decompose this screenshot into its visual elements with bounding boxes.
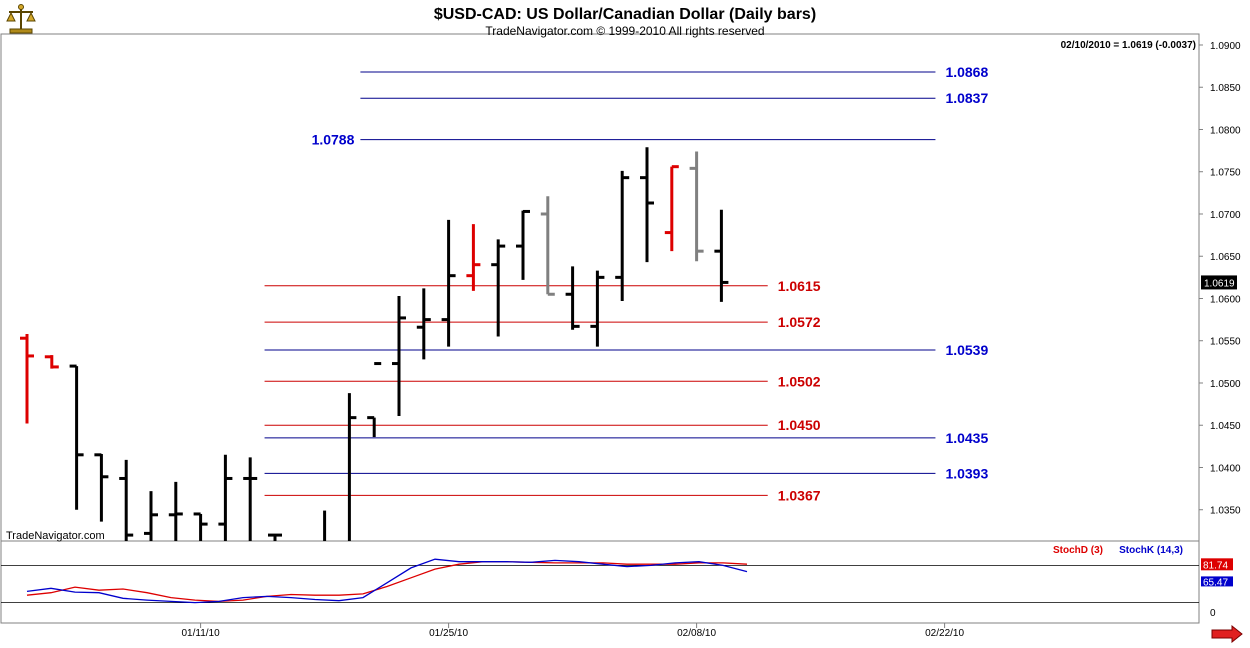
price-tick-label: 1.0900 [1210, 41, 1241, 52]
level-label-1.0615: 1.0615 [778, 278, 821, 294]
ohlc-bar [491, 239, 506, 337]
current-price-tag [1201, 275, 1237, 290]
price-tick-label: 1.0650 [1210, 252, 1241, 263]
ohlc-bar [367, 362, 382, 438]
ohlc-bar [689, 151, 704, 262]
bars-layer [20, 147, 729, 541]
level-label-1.0788: 1.0788 [312, 132, 355, 148]
time-tick-label: 01/11/10 [182, 628, 221, 639]
stochk-value-label: 65.47 [1203, 577, 1228, 588]
ohlc-bar [44, 355, 59, 369]
ohlc-bar [416, 288, 431, 360]
scales-logo-icon [6, 4, 36, 34]
time-tick-label: 01/25/10 [429, 628, 468, 639]
level-label-1.0539: 1.0539 [945, 342, 988, 358]
ohlc-bar [392, 295, 406, 416]
time-tick-label: 02/08/10 [677, 628, 716, 639]
stoch-axis-label: 0 [1210, 608, 1216, 619]
ohlc-bar [565, 266, 580, 330]
level-label-1.0837: 1.0837 [945, 90, 988, 106]
ohlc-bar [193, 512, 208, 541]
ohlc-bar [119, 459, 134, 541]
stochk-line [26, 558, 748, 604]
chart-title: $USD-CAD: US Dollar/Canadian Dollar (Dai… [434, 6, 816, 23]
ohlc-bar [268, 533, 282, 541]
price-tick-label: 1.0450 [1210, 421, 1241, 432]
ohlc-bar [94, 453, 109, 522]
price-tick-label: 1.0350 [1210, 506, 1241, 517]
stochd-value-label: 81.74 [1203, 560, 1228, 571]
stochd-legend: StochD (3) [1053, 545, 1103, 556]
price-tick-label: 1.0550 [1210, 337, 1241, 348]
stochastic-layer: StochD (3) StochK (14,3) 81.74 65.47 0 [1, 545, 1233, 619]
watermark-text: TradeNavigator.com [6, 530, 105, 542]
level-label-1.0450: 1.0450 [778, 417, 821, 433]
price-tick-label: 1.0850 [1210, 83, 1241, 94]
level-label-1.0502: 1.0502 [778, 373, 821, 389]
ohlc-bar [540, 196, 555, 296]
ohlc-bar [590, 270, 605, 347]
ohlc-bar [640, 147, 654, 263]
ohlc-bar [323, 510, 327, 541]
stochd-value-tag [1201, 558, 1233, 571]
ohlc-bar [516, 209, 530, 280]
last-quote-label: 02/10/2010 = 1.0619 (-0.0037) [1061, 40, 1196, 51]
level-label-1.0393: 1.0393 [945, 465, 988, 481]
chart-subtitle: TradeNavigator.com © 1999-2010 All right… [485, 24, 764, 38]
stochk-legend: StochK (14,3) [1119, 545, 1183, 556]
ohlc-bar [168, 481, 183, 541]
level-label-1.0435: 1.0435 [945, 430, 988, 446]
ohlc-bar [714, 209, 729, 302]
axis-layer: 1.0350 1.0400 1.0450 1.0500 1.0550 1.0600 1.06… [182, 41, 1242, 639]
current-price-label: 1.0619 [1204, 278, 1235, 289]
level-label-1.0367: 1.0367 [778, 487, 821, 503]
price-tick-label: 1.0400 [1210, 463, 1241, 474]
price-tick-label: 1.0800 [1210, 125, 1241, 136]
scroll-right-arrow-icon[interactable] [1211, 624, 1243, 644]
ohlc-bar [20, 333, 34, 424]
ohlc-bar [441, 219, 456, 347]
ohlc-bar [243, 457, 258, 541]
ohlc-bar [218, 454, 233, 541]
stochd-line [26, 561, 748, 603]
ohlc-bar [347, 393, 357, 541]
ohlc-bar [69, 364, 84, 510]
time-tick-label: 02/22/10 [925, 628, 964, 639]
price-tick-label: 1.0750 [1210, 168, 1241, 179]
stochastic-panel [0, 540, 1200, 624]
ohlc-bar [664, 165, 679, 252]
ohlc-bar [144, 491, 158, 541]
ohlc-bar [615, 170, 630, 302]
price-tick-label: 1.0700 [1210, 210, 1241, 221]
level-label-1.0868: 1.0868 [945, 64, 988, 80]
ohlc-bar [466, 224, 481, 291]
price-tick-label: 1.0500 [1210, 379, 1241, 390]
price-panel [0, 33, 1200, 542]
price-tick-label: 1.0600 [1210, 294, 1241, 305]
stochk-value-tag [1201, 576, 1233, 587]
level-label-1.0572: 1.0572 [778, 314, 821, 330]
